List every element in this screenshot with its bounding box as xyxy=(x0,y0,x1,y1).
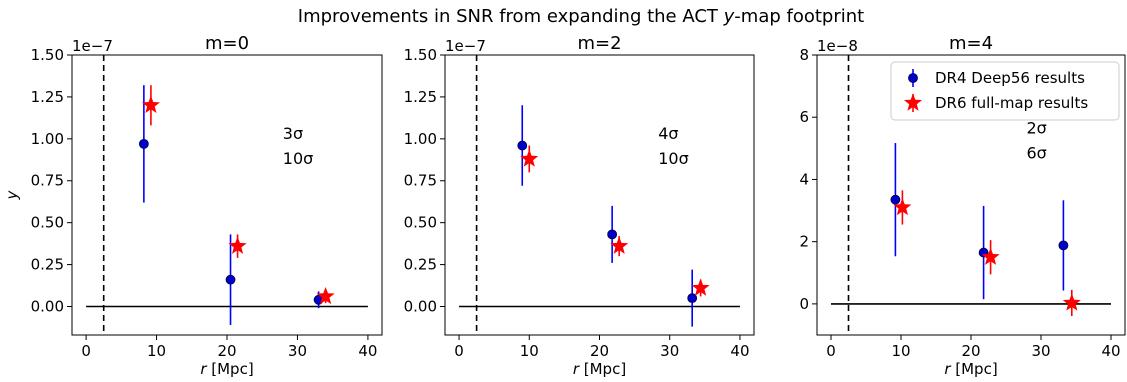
x-axis-label-var: r xyxy=(944,360,951,378)
x-tick-label: 40 xyxy=(1101,342,1120,360)
figure-title-part3: -map footprint xyxy=(734,6,864,27)
y-tick-label: 0 xyxy=(799,295,809,313)
y-tick-label: 0.75 xyxy=(31,172,64,190)
x-tick-label: 0 xyxy=(454,342,464,360)
legend-dr6-marker xyxy=(903,93,923,111)
y-tick-label: 0.50 xyxy=(31,214,64,232)
y-tick-label: 2 xyxy=(799,233,809,251)
y-tick-label: 6 xyxy=(799,108,809,126)
figure-title: Improvements in SNR from expanding the A… xyxy=(298,6,864,27)
snr-label: 2σ xyxy=(1026,118,1046,137)
axis-scale-label: 1e−7 xyxy=(445,37,486,55)
axis-scale-label: 1e−7 xyxy=(72,37,113,55)
y-tick-label: 1.50 xyxy=(31,46,64,64)
x-axis-label-unit: [Mpc] xyxy=(579,360,626,378)
y-tick-label: 4 xyxy=(799,170,809,188)
legend: DR4 Deep56 results DR6 full-map results xyxy=(890,61,1120,121)
dr6-point-star xyxy=(520,149,539,167)
panel-m1: m=2 1e−7 0 10 20 30 40 0.00 0.25 0.50 0.75 1.00 1.25… xyxy=(404,33,755,378)
x-tick-label: 10 xyxy=(891,342,910,360)
x-axis-label: r [Mpc] xyxy=(573,360,626,378)
snr-label: 10σ xyxy=(658,149,689,168)
legend-box xyxy=(890,61,1120,121)
figure-title-part1: Improvements in SNR from expanding the A… xyxy=(298,6,724,27)
dr6-point-star xyxy=(141,95,160,113)
dr4-point xyxy=(517,140,528,151)
x-tick-label: 40 xyxy=(730,342,749,360)
x-tick-label: 30 xyxy=(660,342,679,360)
dr6-point-star xyxy=(893,197,912,216)
y-tick-label: 0.00 xyxy=(404,297,437,315)
dr6-point-star xyxy=(981,247,1000,265)
y-axis-label: y xyxy=(3,189,21,200)
x-tick-label: 20 xyxy=(217,342,236,360)
y-tick-label: 8 xyxy=(799,46,809,64)
x-axis-label-unit: [Mpc] xyxy=(950,360,997,378)
dr4-point xyxy=(1058,240,1069,251)
panel-title: m=0 xyxy=(205,33,249,54)
panel-title: m=2 xyxy=(577,33,621,54)
legend-label: DR6 full-map results xyxy=(935,94,1088,112)
panel-m2: m=4 1e−8 0 10 20 30 40 0 2 4 6 8 r [Mpc] 2σ 6σ xyxy=(799,33,1126,378)
snr-label: 6σ xyxy=(1026,144,1046,163)
x-tick-label: 0 xyxy=(826,342,836,360)
x-tick-label: 10 xyxy=(520,342,539,360)
dr4-point xyxy=(138,138,149,149)
legend-dr4-marker xyxy=(908,73,918,83)
figure-title-italic: y xyxy=(723,6,735,27)
dr6-point-star xyxy=(316,286,335,305)
dr6-point-star xyxy=(610,236,629,254)
y-tick-label: 1.00 xyxy=(31,130,64,148)
y-tick-label: 0.50 xyxy=(404,214,437,232)
x-axis-label: r [Mpc] xyxy=(200,360,253,378)
snr-label: 4σ xyxy=(658,124,678,143)
x-tick-label: 0 xyxy=(81,342,91,360)
y-tick-label: 1.25 xyxy=(404,88,437,106)
x-tick-label: 30 xyxy=(288,342,307,360)
x-axis-label-unit: [Mpc] xyxy=(206,360,253,378)
x-tick-label: 30 xyxy=(1031,342,1050,360)
panels: m=01e−70 10 20 30 400.000.250.500.751.001.25… xyxy=(3,33,1126,378)
dr4-point xyxy=(225,274,236,285)
x-axis-label-var: r xyxy=(200,360,207,378)
dr6-point-star xyxy=(228,236,247,254)
y-tick-label: 0.25 xyxy=(31,256,64,274)
panel-m0: m=0 1e−7 0 10 20 30 40 0.00 0.25 0.50 0.75 1.00 1.25… xyxy=(3,33,383,378)
plot-frame xyxy=(444,54,755,336)
panel-title: m=4 xyxy=(949,33,993,54)
dr6-point-star xyxy=(1062,293,1081,311)
plot-frame xyxy=(816,54,1126,336)
x-tick-label: 20 xyxy=(590,342,609,360)
dr6-point-star xyxy=(691,278,710,296)
snr-label: 10σ xyxy=(283,149,314,168)
y-tick-label: 1.50 xyxy=(404,46,437,64)
y-tick-label: 0.00 xyxy=(31,297,64,315)
x-axis-label: r [Mpc] xyxy=(944,360,997,378)
x-tick-label: 20 xyxy=(961,342,980,360)
dr4-point xyxy=(687,293,698,304)
legend-label: DR4 Deep56 results xyxy=(935,69,1085,87)
x-tick-label: 40 xyxy=(358,342,377,360)
y-tick-label: 1.25 xyxy=(31,88,64,106)
snr-label: 3σ xyxy=(283,124,303,143)
y-tick-label: 0.75 xyxy=(404,172,437,190)
y-tick-label: 0.25 xyxy=(404,256,437,274)
x-axis-label-var: r xyxy=(573,360,580,378)
axis-scale-label: 1e−8 xyxy=(817,37,858,55)
dr4-point xyxy=(607,229,618,240)
x-tick-label: 10 xyxy=(147,342,166,360)
y-tick-label: 1.00 xyxy=(404,130,437,148)
plot-frame xyxy=(71,54,383,336)
dr4-point xyxy=(890,194,901,205)
